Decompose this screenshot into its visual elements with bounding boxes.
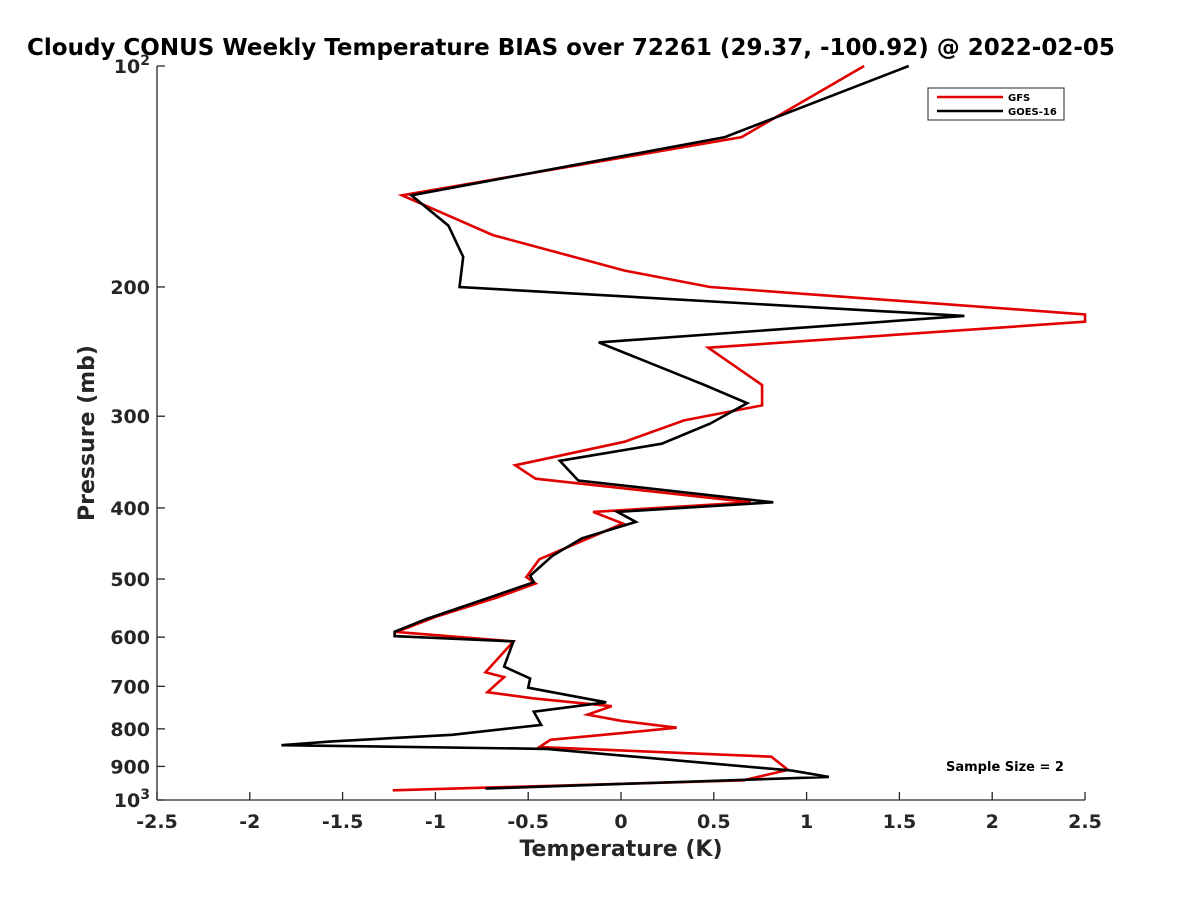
- legend: GFS GOES-16: [927, 87, 1065, 121]
- x-tick-label: 0.5: [697, 811, 731, 833]
- y-tick-label-base: 10: [114, 56, 140, 78]
- legend-label-gfs: GFS: [1008, 93, 1030, 104]
- x-tick-label: -1: [425, 811, 446, 833]
- y-tick-label: 300: [110, 406, 150, 428]
- legend-label-goes16: GOES-16: [1008, 107, 1057, 118]
- x-tick-label: 1: [800, 811, 813, 833]
- y-axis-label: Pressure (mb): [75, 345, 100, 521]
- y-tick-label: 102: [114, 53, 150, 78]
- y-tick-label: 200: [110, 277, 150, 299]
- series-lines: [281, 64, 1087, 792]
- x-tick-label: 2: [986, 811, 999, 833]
- chart-title: Cloudy CONUS Weekly Temperature BIAS ove…: [27, 35, 1115, 61]
- y-tick-label: 700: [110, 676, 150, 698]
- y-tick-label: 103: [114, 787, 150, 812]
- x-tick-label: -2.5: [136, 811, 178, 833]
- y-tick-label-base: 500: [110, 569, 150, 591]
- y-tick-label: 500: [110, 569, 150, 591]
- y-tick-label: 400: [110, 498, 150, 520]
- x-tick-label: -0.5: [507, 811, 549, 833]
- series-line-gfs: [392, 64, 1087, 792]
- y-tick-label-base: 700: [110, 676, 150, 698]
- y-tick-label: 900: [110, 756, 150, 778]
- x-axis-label: Temperature (K): [519, 837, 722, 862]
- y-tick-label-base: 600: [110, 627, 150, 649]
- x-tick-label: 2.5: [1068, 811, 1102, 833]
- series-line-goes16: [281, 64, 965, 790]
- y-tick-label-exponent: 3: [140, 787, 150, 803]
- y-tick-label-base: 300: [110, 406, 150, 428]
- y-tick-label-base: 800: [110, 719, 150, 741]
- sample-size-annotation: Sample Size = 2: [946, 760, 1064, 775]
- x-tick-label: 0: [614, 811, 627, 833]
- x-tick-label: -1.5: [322, 811, 364, 833]
- legend-box: [927, 87, 1065, 121]
- x-axis-ticks: -2.5 -2 -1.5 -1 -0.5 0 0.5 1 1.5 2 2.5: [136, 792, 1102, 833]
- x-tick-label: 1.5: [883, 811, 917, 833]
- y-tick-label: 800: [110, 719, 150, 741]
- x-tick-label: -2: [239, 811, 260, 833]
- y-tick-label: 600: [110, 627, 150, 649]
- y-tick-label-base: 10: [114, 790, 140, 812]
- y-tick-label-exponent: 2: [140, 53, 150, 69]
- y-tick-label-base: 200: [110, 277, 150, 299]
- y-tick-label-base: 900: [110, 756, 150, 778]
- y-tick-label-base: 400: [110, 498, 150, 520]
